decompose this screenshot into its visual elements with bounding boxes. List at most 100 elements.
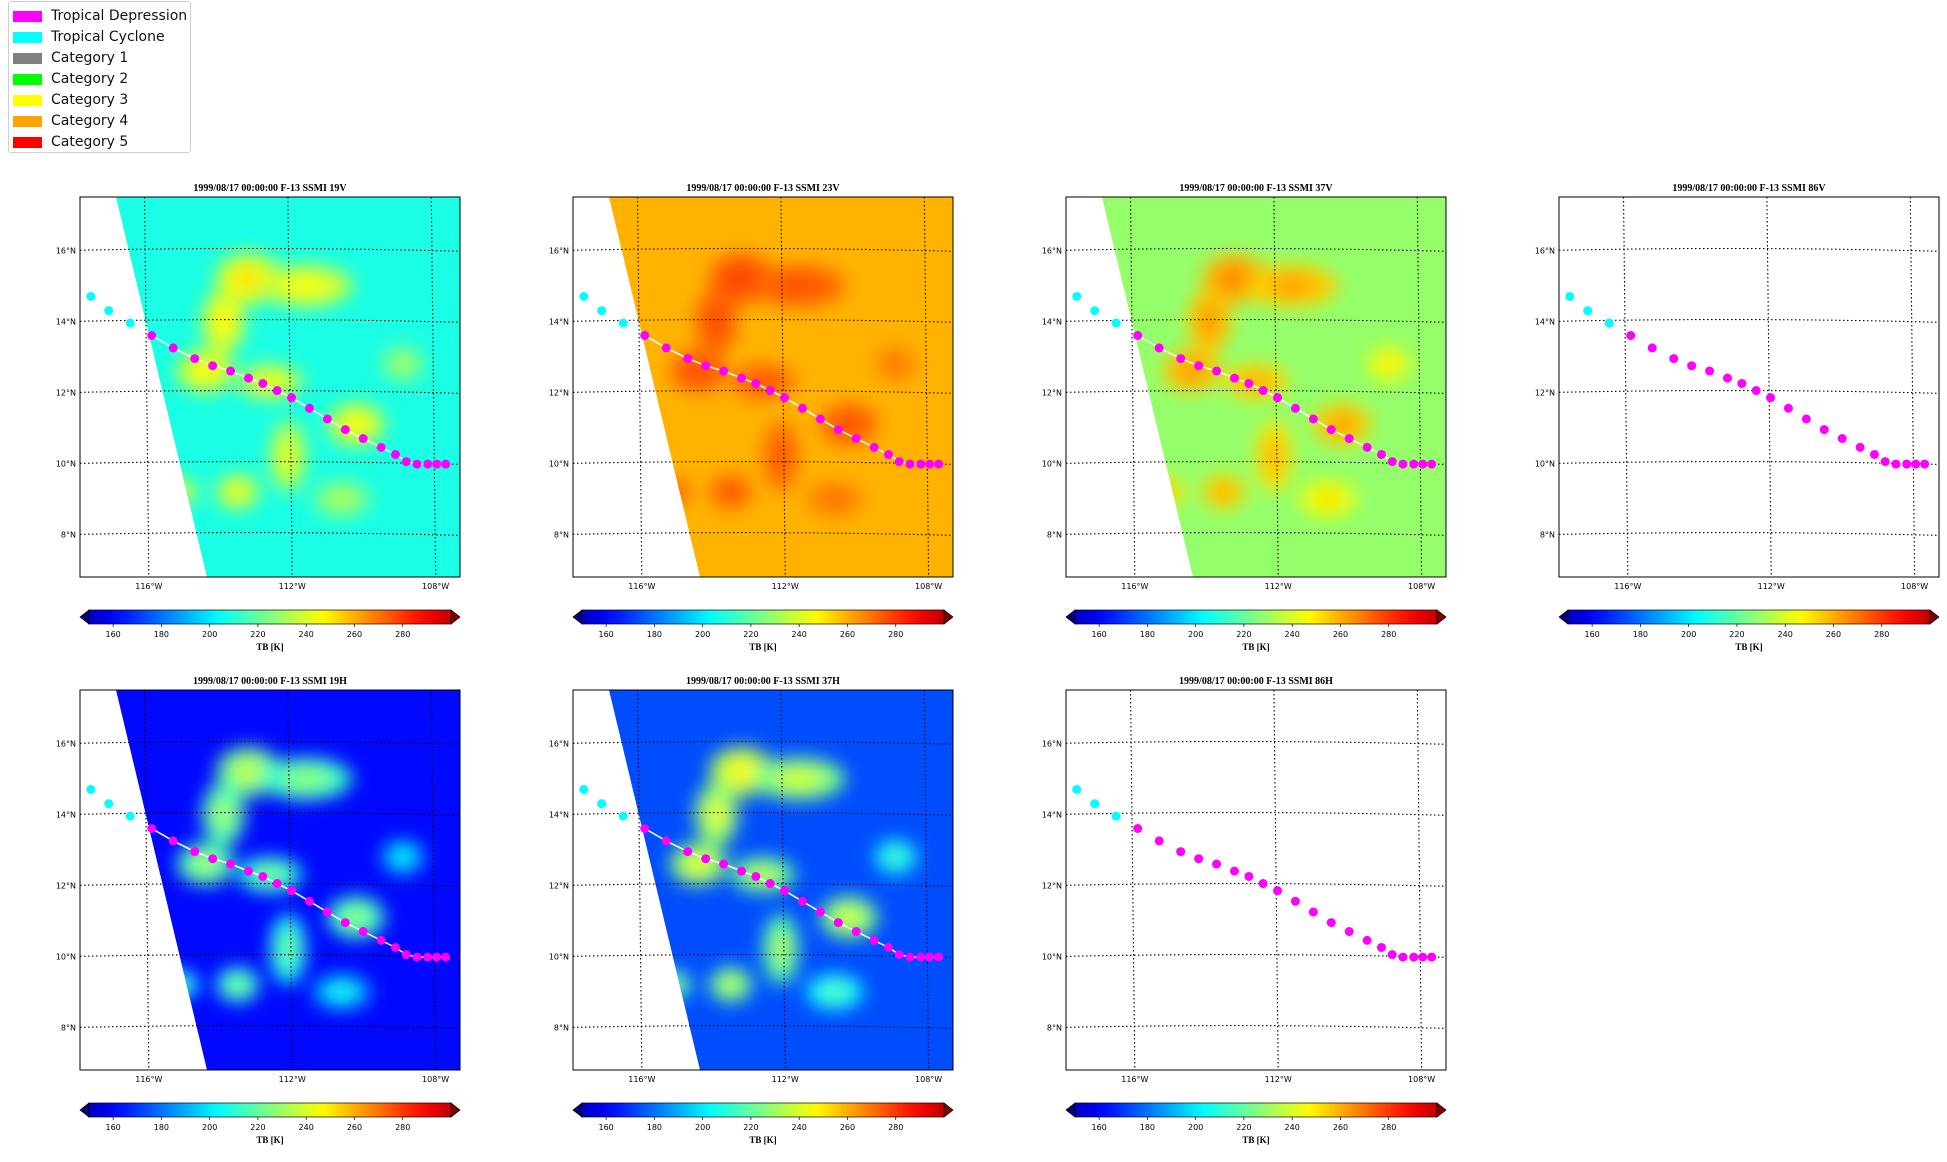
x-tick-label: 108°W	[422, 1075, 449, 1084]
x-tick-label: 116°W	[1614, 582, 1641, 591]
track-point	[168, 836, 178, 846]
chart-panel: 1999/08/17 00:00:00 F-13 SSMI 86V 16°N 14°…	[1535, 183, 1940, 652]
y-tick-label: 14°N	[549, 317, 569, 326]
track-point	[751, 378, 761, 388]
tb-feature-core	[884, 355, 907, 373]
track-point	[736, 373, 746, 383]
y-tick-label: 8°N	[1047, 1023, 1062, 1032]
colorbar-under-arrow	[79, 609, 90, 625]
track-point	[894, 457, 904, 467]
legend-swatch	[13, 95, 42, 106]
y-tick-label: 16°N	[56, 246, 76, 255]
colorbar-over-arrow	[1929, 609, 1940, 625]
x-tick-label: 112°W	[1265, 1075, 1292, 1084]
colorbar-tick-label: 280	[888, 630, 903, 639]
legend-label: Category 2	[51, 71, 129, 87]
parallel	[573, 811, 953, 816]
colorbar-tick-label: 180	[1140, 1123, 1155, 1132]
tb-feature-core	[391, 355, 414, 373]
parallel	[80, 740, 460, 745]
meridian	[143, 690, 150, 1070]
colorbar-gradient	[581, 1102, 945, 1118]
x-tick-label: 112°W	[1265, 582, 1292, 591]
track-point	[618, 811, 628, 821]
track-point	[869, 442, 879, 452]
track-point	[1244, 378, 1254, 388]
colorbar-tick-label: 180	[154, 630, 169, 639]
colorbar-label: TB [K]	[256, 642, 283, 652]
meridian	[1129, 197, 1136, 577]
track-point	[272, 386, 282, 396]
colorbar-tick-label: 220	[1236, 1123, 1251, 1132]
track-point	[894, 950, 904, 960]
panel-title: 1999/08/17 00:00:00 F-13 SSMI 86H	[1179, 676, 1333, 687]
track-point	[168, 343, 178, 353]
x-tick-label: 116°W	[628, 1075, 655, 1084]
track-point	[412, 459, 422, 469]
plot-area	[80, 690, 460, 1070]
colorbar-tick-label: 260	[840, 630, 855, 639]
track-point	[1273, 393, 1283, 403]
chart-panel: 1999/08/17 00:00:00 F-13 SSMI 19H 16°N 14°…	[56, 676, 461, 1145]
y-tick-label: 16°N	[1042, 739, 1062, 748]
track-point	[1111, 811, 1121, 821]
colorbar-label: TB [K]	[1242, 642, 1269, 652]
colorbar-over-arrow	[1436, 1102, 1447, 1118]
colorbar-under-arrow	[1558, 609, 1569, 625]
colorbar-tick-label: 220	[743, 630, 758, 639]
track-point	[780, 393, 790, 403]
track-point	[1801, 414, 1811, 424]
tb-feature-core	[1212, 482, 1235, 501]
y-tick-label: 10°N	[56, 952, 76, 961]
x-tick-label: 116°W	[1121, 1075, 1148, 1084]
track-point	[1362, 442, 1372, 452]
track-point	[1891, 459, 1901, 469]
tb-feature-core	[1313, 489, 1343, 508]
track-point	[125, 811, 135, 821]
track-point	[1176, 354, 1186, 364]
colorbar: 160 180 200 220 240 260 280 TB [K]	[79, 1102, 461, 1145]
tb-feature-core	[327, 489, 357, 508]
track-point	[1387, 950, 1397, 960]
track-point	[1194, 361, 1204, 371]
tb-feature-core	[725, 266, 758, 292]
track-point	[883, 449, 893, 459]
track-point	[833, 425, 843, 435]
track-point	[376, 442, 386, 452]
tb-feature-core	[171, 484, 190, 499]
colorbar-label: TB [K]	[1242, 1135, 1269, 1145]
tb-feature-core	[884, 848, 907, 866]
track-point	[1783, 403, 1793, 413]
track-point	[1880, 457, 1890, 467]
x-tick-label: 108°W	[422, 582, 449, 591]
track-point	[1212, 366, 1222, 376]
colorbar-tick-label: 180	[1140, 630, 1155, 639]
track-point	[869, 935, 879, 945]
tb-feature-core	[664, 977, 683, 992]
tb-feature-core	[1218, 266, 1251, 292]
track-point	[701, 361, 711, 371]
parallel	[1559, 532, 1939, 536]
y-tick-label: 14°N	[549, 810, 569, 819]
tb-feature-core	[278, 438, 297, 475]
colorbar-tick-label: 260	[1333, 1123, 1348, 1132]
tb-feature	[655, 477, 692, 506]
track-point	[1398, 952, 1408, 962]
meridian	[1273, 690, 1279, 1070]
track-point	[1869, 449, 1879, 459]
y-tick-label: 8°N	[61, 530, 76, 539]
track-point	[1326, 918, 1336, 928]
y-tick-label: 10°N	[1535, 459, 1555, 468]
parallel	[1066, 389, 1446, 394]
plot-frame	[572, 196, 954, 578]
track-point	[1626, 331, 1636, 341]
track-point	[104, 306, 114, 316]
track-point	[147, 824, 157, 834]
y-tick-label: 10°N	[549, 459, 569, 468]
colorbar-tick-label: 200	[202, 630, 217, 639]
track-point	[376, 935, 386, 945]
track-point	[1737, 378, 1747, 388]
swath	[116, 197, 460, 577]
colorbar-tick-label: 240	[792, 1123, 807, 1132]
y-tick-label: 12°N	[1042, 388, 1062, 397]
